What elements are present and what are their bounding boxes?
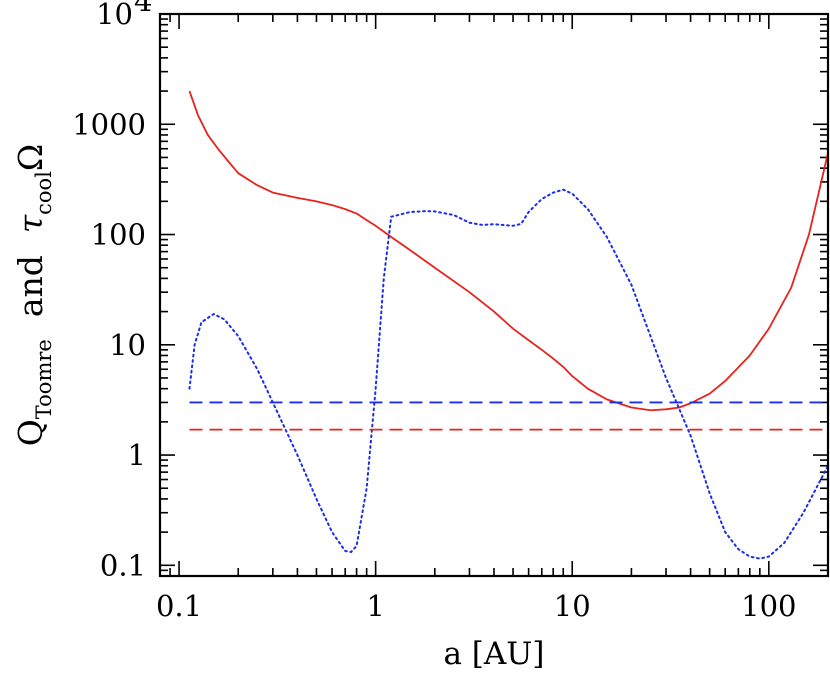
major-ticks: [160, 13, 828, 576]
series-line-dotted-1: [188, 188, 828, 560]
y-axis-label: QToomre and τcoolΩ: [11, 144, 56, 447]
x-tick-label: 10: [554, 589, 591, 623]
x-tick-labels: 0.1 1 10 100: [156, 589, 797, 623]
x-axis-label: a [AU]: [443, 636, 544, 672]
y-label-tau-sub: cool: [32, 171, 56, 215]
y-label-q-sub: Toomre: [32, 339, 56, 419]
y-label-omega: Ω: [11, 144, 50, 171]
y-label-and: and: [11, 255, 50, 317]
y-tick-label: 1000: [72, 107, 146, 141]
series-line-solid-0: [188, 90, 828, 412]
x-tick-label: 1: [366, 589, 384, 623]
x-tick-label: 0.1: [156, 589, 202, 623]
series-layer: [188, 90, 828, 560]
y-tick-label-exponent: 4: [134, 0, 152, 18]
y-tick-label: 1: [128, 438, 146, 472]
y-label-tau: τ: [11, 214, 50, 233]
plot-frame: [158, 12, 830, 578]
y-tick-label: 10: [109, 328, 146, 362]
x-tick-label: 100: [741, 589, 796, 623]
y-tick-label: 0.1: [100, 548, 146, 582]
y-tick-label: 100: [91, 218, 146, 252]
svg-text:QToomreandτcoolΩ: QToomre and τcoolΩ: [11, 144, 56, 447]
y-label-q: Q: [11, 419, 50, 446]
minor-ticks: [159, 14, 829, 577]
y-tick-label: 10: [96, 0, 133, 31]
